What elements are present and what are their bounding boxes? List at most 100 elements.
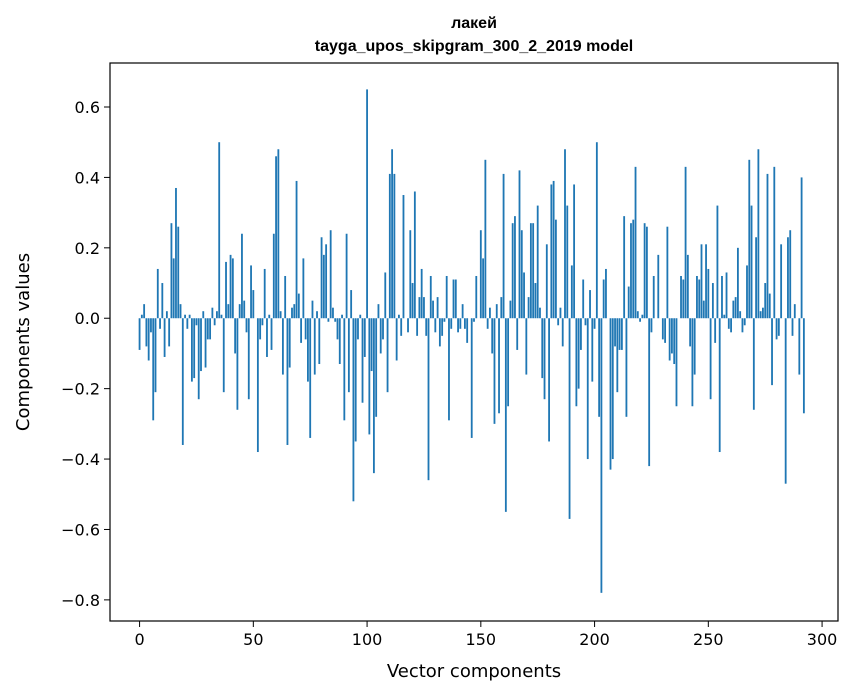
bar xyxy=(429,275,432,319)
bar xyxy=(304,318,307,340)
bar xyxy=(245,318,248,333)
bar xyxy=(307,318,309,382)
bar xyxy=(445,275,448,319)
bar xyxy=(372,318,375,474)
bar xyxy=(684,166,687,319)
bar xyxy=(291,307,293,319)
bar xyxy=(200,318,202,372)
x-tick-label: 150 xyxy=(466,630,497,649)
bar xyxy=(238,304,241,319)
bar xyxy=(359,314,362,319)
bar xyxy=(743,318,746,326)
bar xyxy=(209,318,212,340)
bar xyxy=(680,275,682,319)
bar xyxy=(511,223,514,319)
bar xyxy=(316,311,318,319)
bar xyxy=(620,318,623,350)
bar xyxy=(721,275,723,319)
bar xyxy=(461,304,464,319)
bar xyxy=(705,244,707,319)
bar xyxy=(448,318,450,421)
bar xyxy=(789,230,792,319)
bar xyxy=(420,268,423,319)
bar xyxy=(152,318,155,421)
bar xyxy=(605,268,607,319)
bar xyxy=(614,318,616,347)
bar xyxy=(154,318,157,393)
bar xyxy=(332,307,334,319)
bar xyxy=(161,283,164,319)
bar xyxy=(388,173,391,319)
bar xyxy=(156,268,159,319)
bar xyxy=(216,311,218,319)
bar xyxy=(784,318,787,484)
bar xyxy=(616,318,619,393)
bar xyxy=(263,268,266,319)
x-tick-label: 300 xyxy=(807,630,838,649)
bar xyxy=(566,205,569,319)
bar xyxy=(218,142,221,319)
bar xyxy=(748,159,751,319)
bar xyxy=(762,307,764,319)
bar xyxy=(159,318,161,329)
bar xyxy=(398,314,400,319)
bar xyxy=(393,173,396,319)
bar xyxy=(268,314,271,319)
bar xyxy=(502,173,505,319)
bar xyxy=(475,275,478,319)
x-tick-label: 100 xyxy=(352,630,383,649)
bar xyxy=(600,318,603,593)
bar xyxy=(411,283,414,319)
bar xyxy=(366,89,368,319)
bar xyxy=(573,184,576,319)
bar xyxy=(520,230,523,319)
bar xyxy=(193,318,196,379)
bar xyxy=(225,261,227,319)
y-tick-label: 0.2 xyxy=(75,239,100,258)
bar xyxy=(379,318,382,354)
bar xyxy=(532,223,535,319)
bar xyxy=(671,318,673,354)
bar xyxy=(645,226,648,319)
bar xyxy=(539,307,541,319)
bar xyxy=(302,258,305,319)
bar xyxy=(586,318,589,460)
bar xyxy=(206,318,209,340)
bar xyxy=(361,318,364,403)
bar xyxy=(639,318,641,322)
bar xyxy=(286,318,289,445)
y-tick-label: 0.0 xyxy=(75,309,100,328)
bar xyxy=(766,173,769,319)
bar xyxy=(559,307,562,319)
bar xyxy=(357,318,359,340)
bar xyxy=(802,318,805,414)
bar xyxy=(714,318,717,343)
bar xyxy=(575,318,578,407)
bar xyxy=(211,307,214,319)
bar xyxy=(436,297,439,319)
bar xyxy=(627,286,630,319)
bar xyxy=(673,318,676,365)
bar xyxy=(288,318,291,368)
bar xyxy=(768,293,771,319)
bar xyxy=(525,318,528,375)
bar xyxy=(664,318,667,343)
bar xyxy=(529,223,532,319)
bar xyxy=(454,279,457,319)
bar xyxy=(279,311,282,319)
y-tick-label: −0.8 xyxy=(61,591,100,610)
bar xyxy=(589,290,591,319)
bar xyxy=(184,314,186,319)
bar xyxy=(202,311,205,319)
bar xyxy=(220,314,223,319)
bar xyxy=(623,216,626,319)
x-tick-label: 50 xyxy=(243,630,263,649)
bar xyxy=(190,318,193,382)
bar xyxy=(595,142,598,319)
bar xyxy=(368,318,371,435)
bar xyxy=(800,177,803,319)
bar xyxy=(345,233,348,319)
bar xyxy=(168,318,171,347)
y-tick-label: 0.6 xyxy=(75,98,100,117)
